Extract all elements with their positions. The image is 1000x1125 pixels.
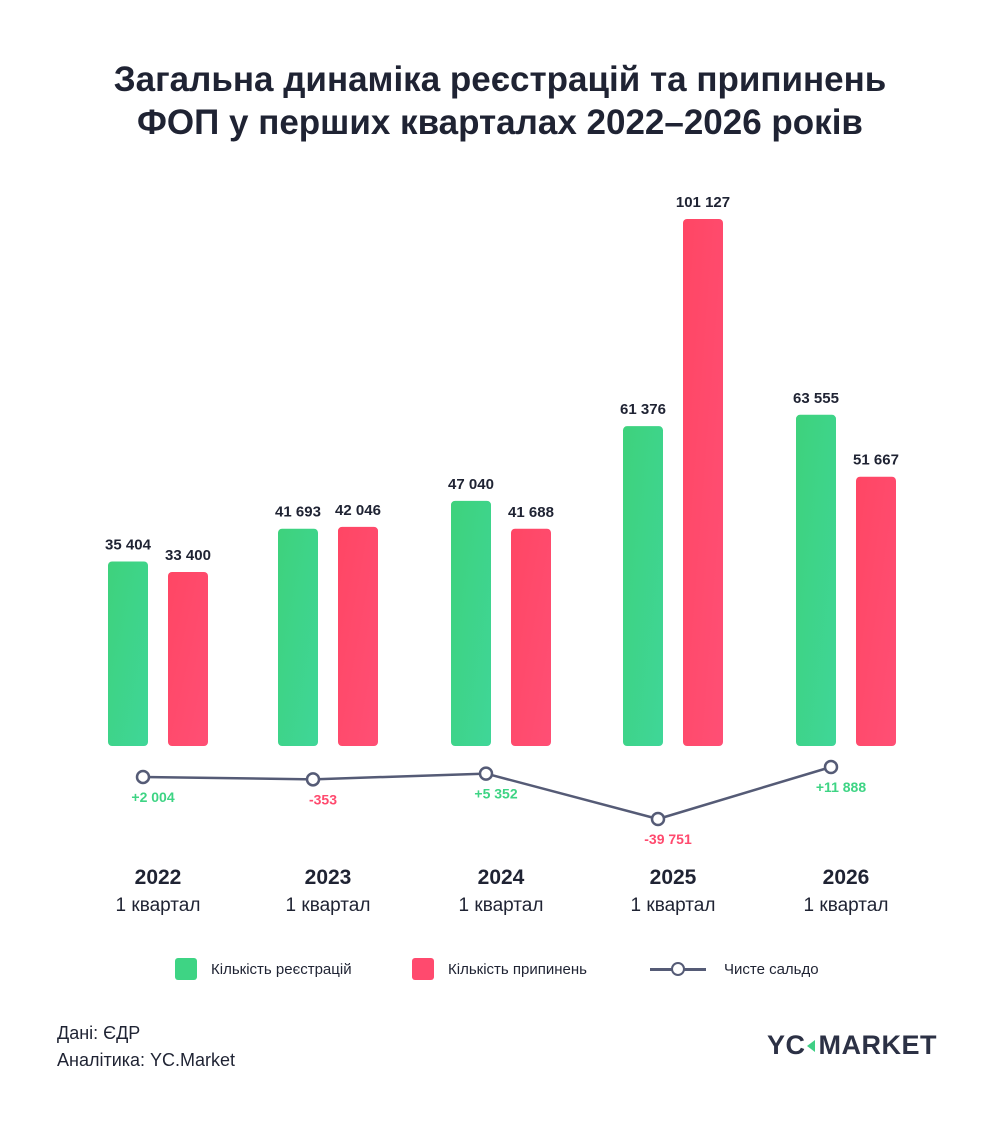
legend: Кількість реєстрацій Кількість припинень…: [0, 958, 1000, 982]
footer-sources: Дані: ЄДР Аналітика: YC.Market: [57, 1020, 235, 1074]
chart-title: Загальна динаміка реєстрацій та припинен…: [0, 58, 1000, 144]
net-balance-point-2022: [135, 769, 151, 785]
chart-title-line-1: Загальна динаміка реєстрацій та припинен…: [113, 60, 887, 99]
net-balance-label-2026: +11 888: [816, 779, 866, 795]
bar-label-terminations-2026: 51 667: [853, 452, 899, 469]
bar-terminations-2023: [338, 526, 378, 746]
legend-label-terminations: Кількість припинень: [448, 960, 587, 978]
bar-label-registrations-2022: 35 404: [105, 537, 152, 554]
bar-label-terminations-2025: 101 127: [676, 194, 730, 211]
bar-label-registrations-2025: 61 376: [620, 401, 666, 418]
logo-dot-icon: [806, 1039, 815, 1052]
bar-label-registrations-2024: 47 040: [448, 476, 494, 493]
category-sublabel-2025: 1 квартал: [631, 895, 716, 916]
bar-terminations-2026: [856, 476, 896, 746]
bar-registrations-2024: [451, 500, 491, 746]
bar-label-registrations-2026: 63 555: [793, 390, 839, 407]
logo-text-right: MARKET: [818, 1030, 938, 1060]
net-balance-label-2025: -39 751: [644, 831, 692, 847]
net-balance-label-2023: -353: [309, 791, 337, 807]
data-source-text: Дані: ЄДР: [57, 1023, 141, 1043]
chart-plot: 35 404 33 400 2022 1 квартал 41 693 42 046 202…: [105, 194, 899, 916]
category-label-2025: 2025: [650, 866, 697, 889]
net-balance-point-2026: [823, 759, 839, 775]
legend-item-registrations: Кількість реєстрацій: [175, 958, 352, 980]
net-balance-point-2024: [478, 766, 494, 781]
net-balance-point-2023: [305, 772, 321, 787]
analytics-text: Аналітика: YC.Market: [57, 1050, 236, 1070]
category-label-2023: 2023: [305, 866, 352, 889]
legend-swatch-net-balance: [650, 958, 706, 980]
bar-terminations-2024: [511, 528, 551, 746]
legend-label-net-balance: Чисте сальдо: [724, 960, 819, 978]
bar-terminations-2022: [168, 571, 208, 746]
bar-registrations-2022: [108, 561, 148, 746]
bar-registrations-2026: [796, 414, 836, 746]
bar-registrations-2023: [278, 528, 318, 746]
net-balance-label-2024: +5 352: [474, 786, 517, 802]
legend-swatch-registrations: [175, 958, 197, 980]
bar-label-terminations-2022: 33 400: [165, 547, 211, 564]
yc-market-logo: YC MARKET: [767, 1030, 937, 1061]
net-balance-point-2025: [650, 811, 666, 827]
bar-label-terminations-2023: 42 046: [335, 502, 381, 519]
bar-registrations-2025: [623, 426, 663, 746]
category-sublabel-2026: 1 квартал: [804, 895, 889, 916]
logo-text-left: YC: [767, 1030, 806, 1060]
legend-item-terminations: Кількість припинень: [412, 958, 587, 980]
bar-label-registrations-2023: 41 693: [275, 504, 321, 521]
legend-label-registrations: Кількість реєстрацій: [211, 960, 352, 978]
legend-item-net-balance: Чисте сальдо: [650, 958, 819, 980]
category-sublabel-2024: 1 квартал: [459, 895, 544, 916]
legend-swatch-terminations: [412, 958, 434, 980]
net-balance-label-2022: +2 004: [131, 789, 174, 805]
chart-title-line-2: ФОП у перших кварталах 2022–2026 років: [137, 103, 863, 142]
bar-label-terminations-2024: 41 688: [508, 504, 554, 521]
category-label-2026: 2026: [823, 866, 870, 889]
category-sublabel-2023: 1 квартал: [286, 895, 371, 916]
bar-terminations-2025: [683, 219, 723, 746]
category-label-2024: 2024: [478, 866, 525, 889]
category-sublabel-2022: 1 квартал: [116, 895, 201, 916]
category-label-2022: 2022: [135, 866, 182, 889]
